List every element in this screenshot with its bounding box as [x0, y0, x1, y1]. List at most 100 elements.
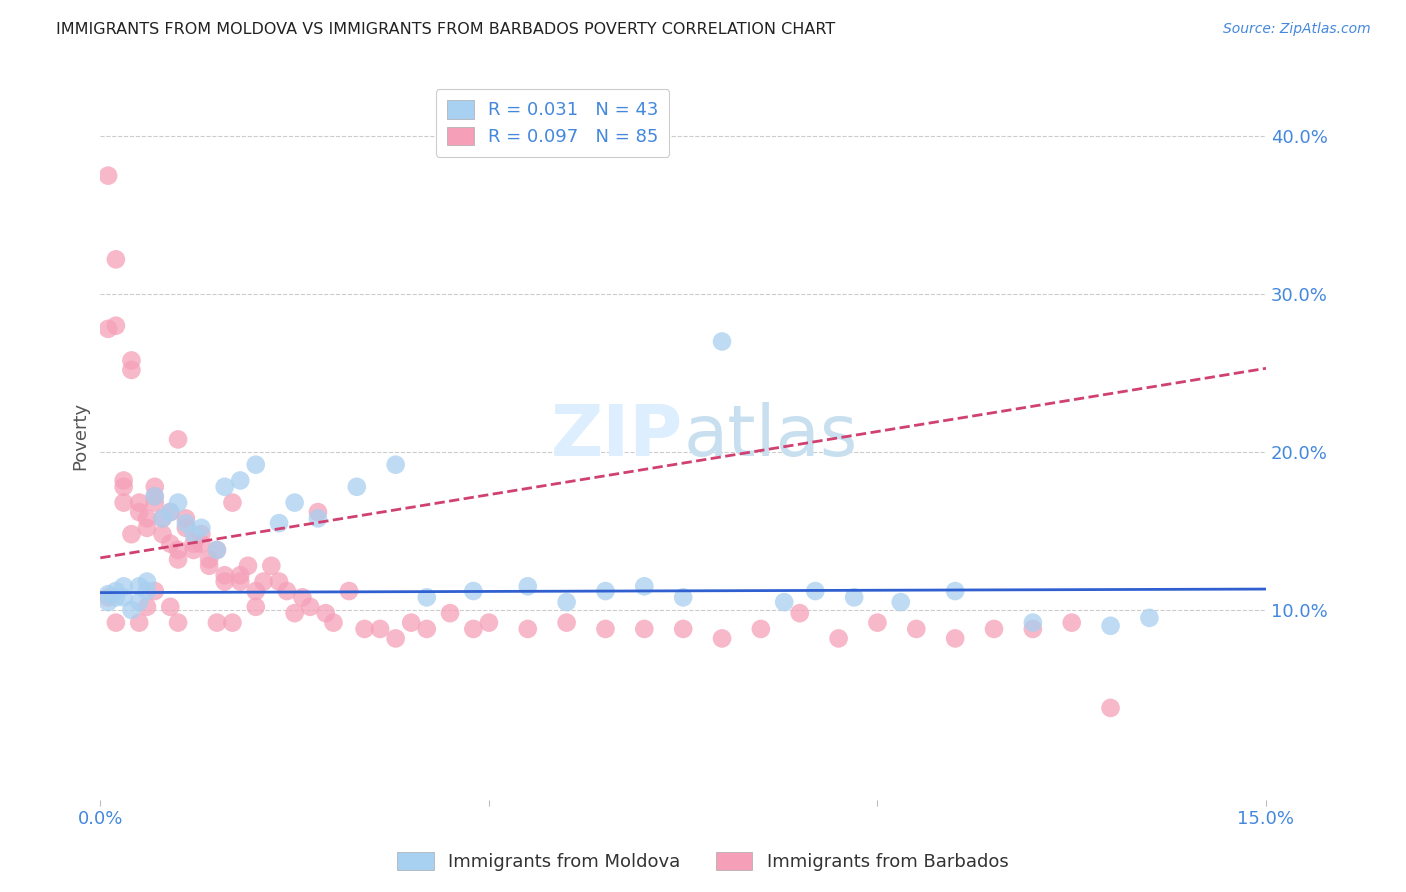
Point [866, 615, 889, 630]
Point [353, 622, 375, 636]
Point [198, 552, 221, 566]
Point [284, 495, 307, 509]
Point [104, 615, 127, 630]
Point [143, 489, 166, 503]
Point [97, 591, 120, 605]
Point [104, 318, 127, 333]
Point [633, 622, 655, 636]
Point [463, 622, 485, 636]
Point [183, 543, 205, 558]
Point [368, 622, 391, 636]
Legend: R = 0.031   N = 43, R = 0.097   N = 85: R = 0.031 N = 43, R = 0.097 N = 85 [436, 89, 669, 157]
Point [112, 591, 135, 605]
Point [307, 511, 329, 525]
Point [120, 527, 142, 541]
Point [198, 558, 221, 573]
Point [711, 632, 734, 646]
Point [773, 595, 796, 609]
Point [672, 622, 695, 636]
Point [236, 558, 259, 573]
Point [159, 505, 181, 519]
Point [1099, 701, 1122, 715]
Point [120, 603, 142, 617]
Point [267, 574, 290, 589]
Point [555, 615, 578, 630]
Point [1022, 622, 1045, 636]
Point [229, 574, 252, 589]
Point [983, 622, 1005, 636]
Point [229, 474, 252, 488]
Point [152, 527, 174, 541]
Point [416, 622, 439, 636]
Point [136, 599, 159, 614]
Point [97, 587, 120, 601]
Point [167, 433, 190, 447]
Point [711, 334, 734, 349]
Point [337, 584, 360, 599]
Point [152, 511, 174, 525]
Point [97, 595, 120, 609]
Point [104, 584, 127, 599]
Point [174, 511, 197, 525]
Point [315, 606, 337, 620]
Point [307, 505, 329, 519]
Point [245, 458, 267, 472]
Point [346, 480, 368, 494]
Point [183, 536, 205, 550]
Point [159, 599, 181, 614]
Point [221, 615, 243, 630]
Point [120, 353, 142, 368]
Point [112, 474, 135, 488]
Point [143, 480, 166, 494]
Point [416, 591, 439, 605]
Point [214, 568, 236, 582]
Point [595, 622, 617, 636]
Point [291, 591, 314, 605]
Point [97, 169, 120, 183]
Point [159, 536, 181, 550]
Point [595, 584, 617, 599]
Point [943, 632, 966, 646]
Point [143, 489, 166, 503]
Point [174, 516, 197, 530]
Point [159, 505, 181, 519]
Y-axis label: Poverty: Poverty [72, 402, 89, 470]
Point [205, 543, 228, 558]
Point [516, 622, 538, 636]
Point [190, 527, 212, 541]
Point [128, 595, 150, 609]
Point [284, 606, 307, 620]
Point [276, 584, 298, 599]
Point [205, 543, 228, 558]
Point [260, 558, 283, 573]
Point [384, 458, 406, 472]
Point [245, 599, 267, 614]
Point [152, 511, 174, 525]
Point [1139, 611, 1161, 625]
Point [516, 579, 538, 593]
Text: atlas: atlas [683, 401, 858, 471]
Point [143, 495, 166, 509]
Point [633, 579, 655, 593]
Point [1060, 615, 1083, 630]
Point [183, 527, 205, 541]
Point [112, 480, 135, 494]
Text: IMMIGRANTS FROM MOLDOVA VS IMMIGRANTS FROM BARBADOS POVERTY CORRELATION CHART: IMMIGRANTS FROM MOLDOVA VS IMMIGRANTS FR… [56, 22, 835, 37]
Point [322, 615, 344, 630]
Point [143, 584, 166, 599]
Point [136, 574, 159, 589]
Legend: Immigrants from Moldova, Immigrants from Barbados: Immigrants from Moldova, Immigrants from… [391, 845, 1015, 879]
Point [128, 495, 150, 509]
Point [97, 322, 120, 336]
Point [120, 363, 142, 377]
Point [214, 480, 236, 494]
Point [299, 599, 322, 614]
Point [190, 521, 212, 535]
Point [136, 584, 159, 599]
Point [136, 511, 159, 525]
Point [112, 579, 135, 593]
Point [399, 615, 422, 630]
Point [104, 252, 127, 267]
Point [128, 579, 150, 593]
Point [384, 632, 406, 646]
